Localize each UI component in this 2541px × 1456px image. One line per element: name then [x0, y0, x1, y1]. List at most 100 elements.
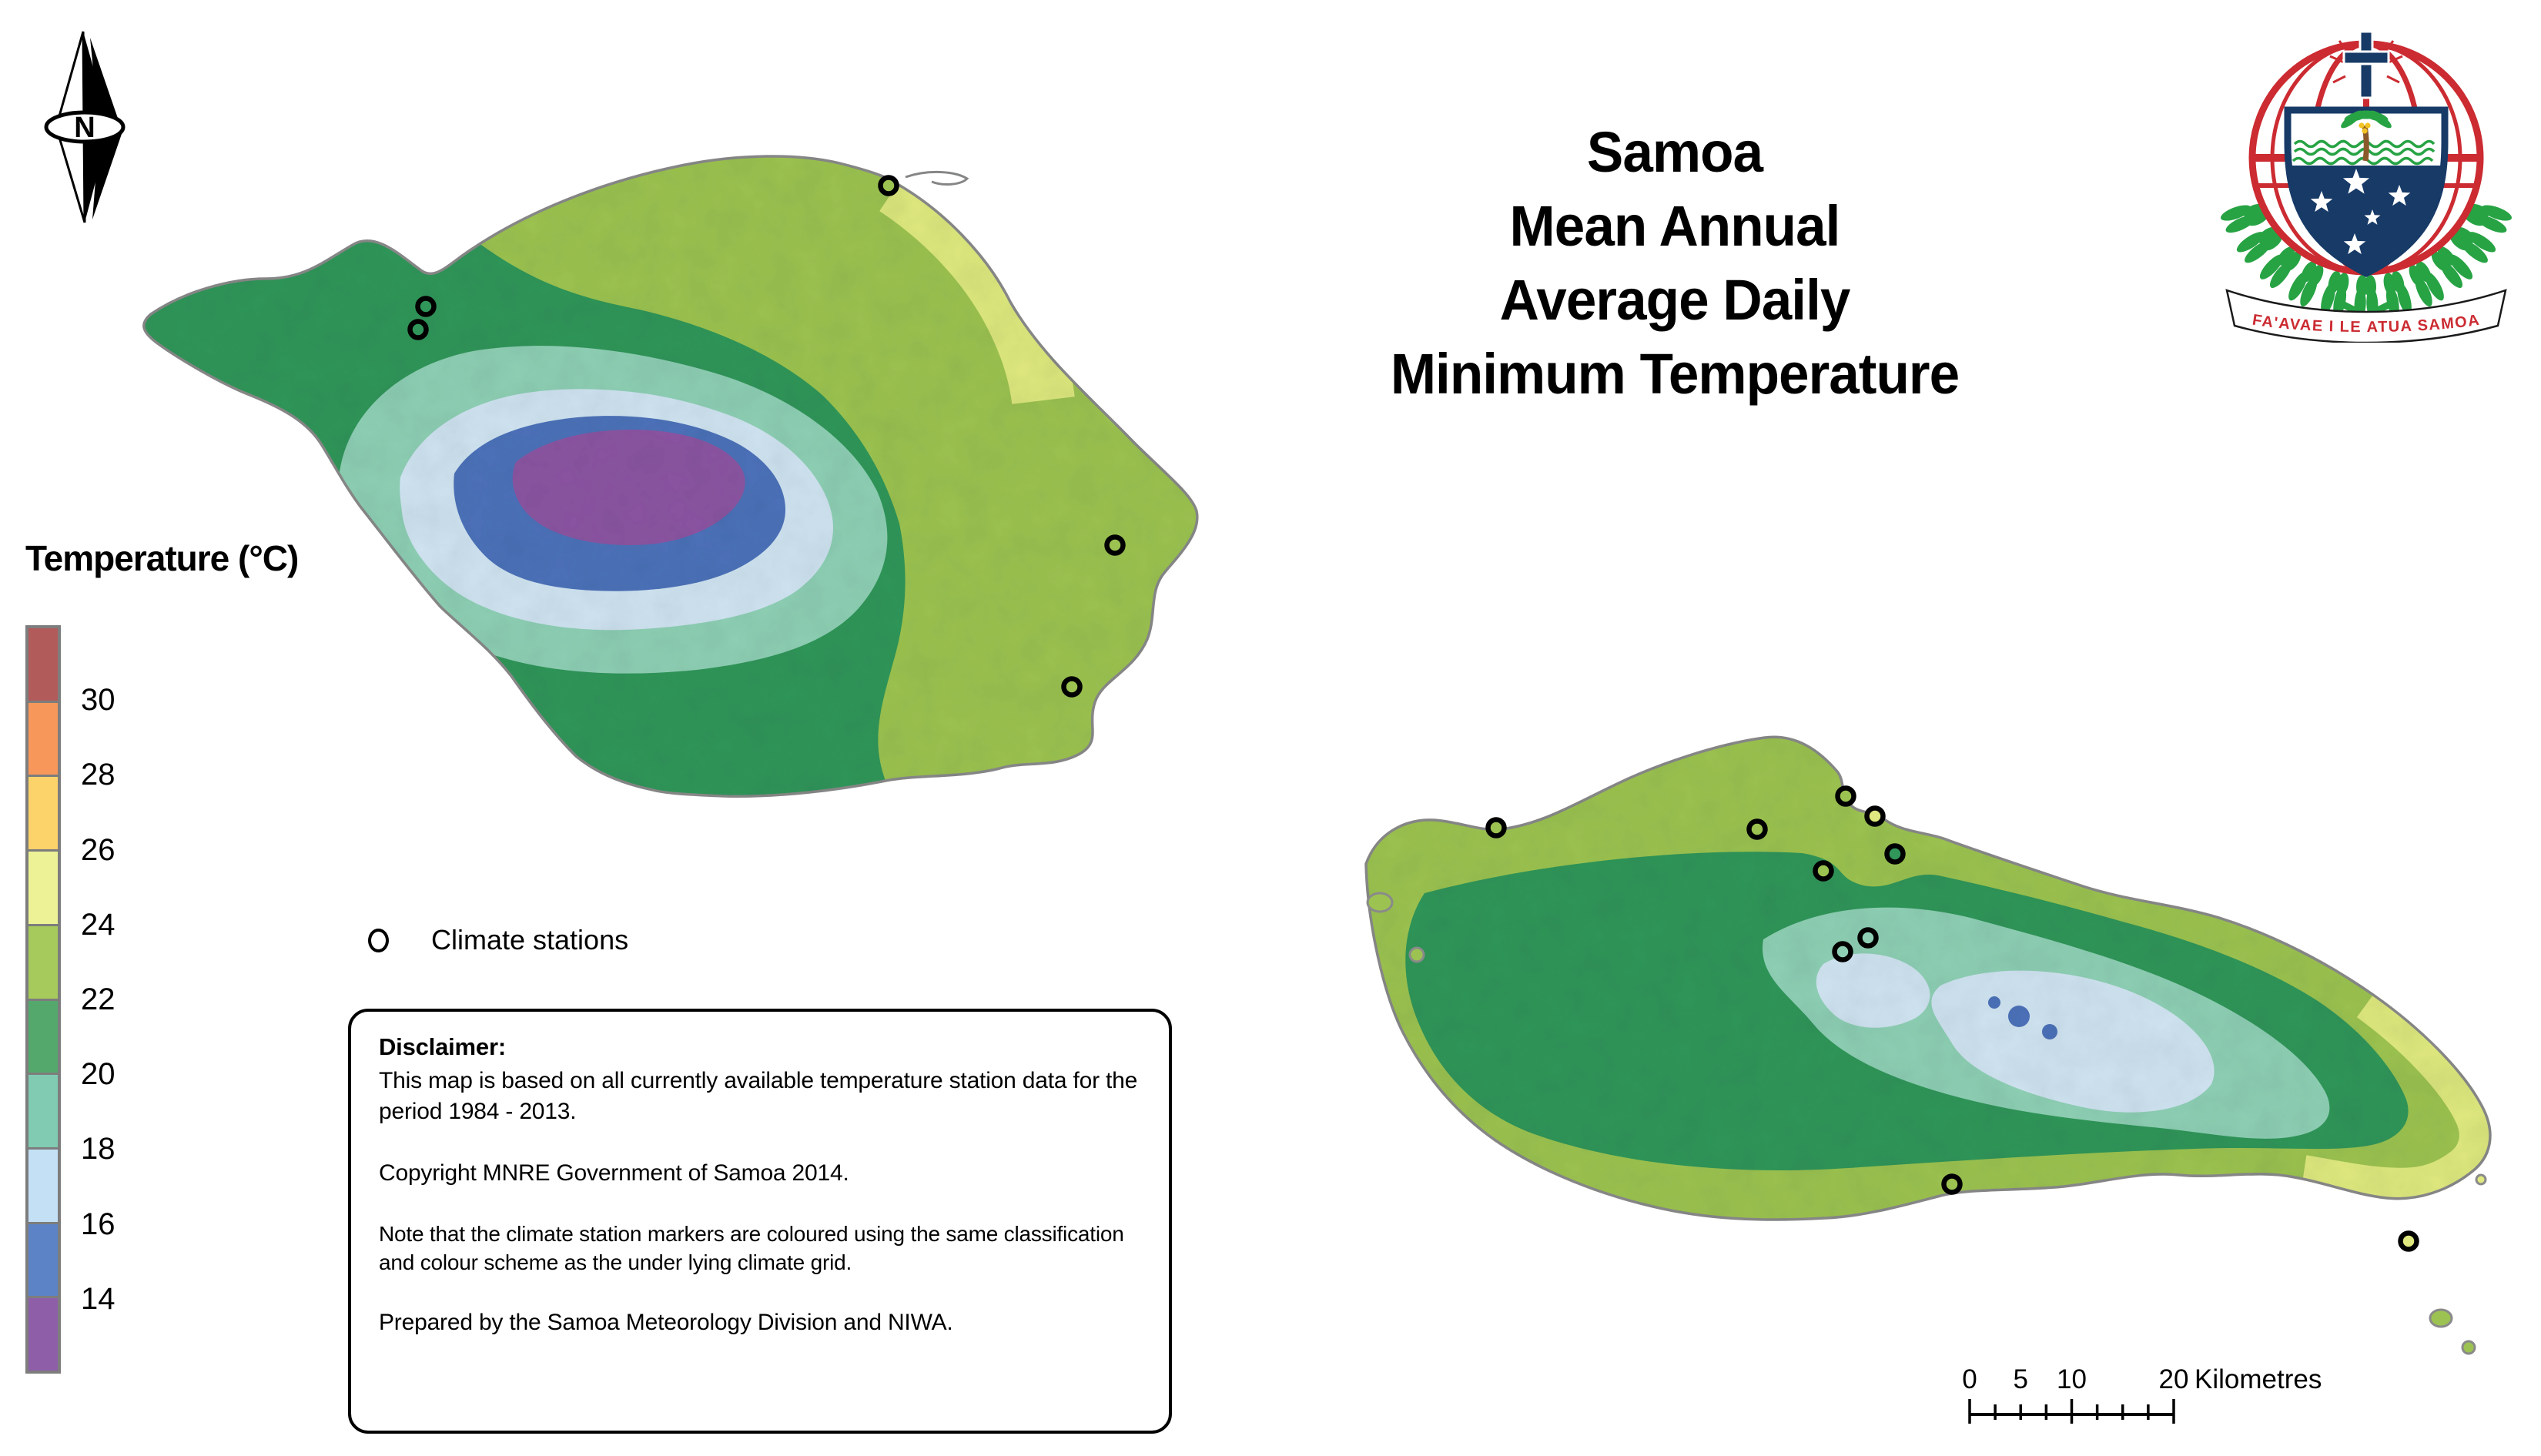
legend-boundary-label: 22: [81, 982, 116, 1016]
legend-class-above-30: [28, 628, 58, 703]
climate-station-marker: [407, 319, 429, 340]
legend-bar: [25, 625, 61, 1374]
star-icon: [2364, 209, 2381, 225]
upolu-island: [1364, 735, 2492, 1221]
climate-station-marker: [1884, 843, 1906, 865]
north-arrow-ellipse: [44, 110, 126, 144]
cross-icon: [2342, 30, 2390, 99]
wreath-leaf: [2301, 261, 2317, 283]
wreath-leaf: [2364, 274, 2376, 298]
legend-title: Temperature (°C): [25, 538, 299, 578]
legend-class-18-20: [28, 1075, 58, 1150]
islet: [1366, 892, 1394, 913]
stations-legend: Climate stations: [368, 924, 628, 956]
wreath-leaf: [2257, 226, 2278, 244]
climate-station-marker: [1941, 1173, 1963, 1195]
legend-boundary-label: 16: [81, 1207, 116, 1241]
disclaimer-paragraph: Prepared by the Samoa Meteorology Divisi…: [379, 1310, 953, 1335]
legend-class-24-26: [28, 852, 58, 926]
legend-boundary-label: 26: [81, 832, 116, 867]
wreath-leaf: [2468, 232, 2496, 253]
climate-station-marker: [415, 296, 437, 317]
shield: [2284, 106, 2449, 278]
north-arrow-letter: N: [74, 112, 95, 144]
title-line-4: Minimum Temperature: [1390, 342, 1960, 406]
wreath-leaf: [2236, 232, 2265, 253]
palm-tree: [2341, 110, 2392, 162]
southern-cross-stars: [2310, 169, 2411, 255]
climate-station-marker: [878, 175, 899, 196]
wreath-leaf: [2437, 246, 2456, 266]
islet: [1408, 946, 1425, 963]
star-icon: [2343, 233, 2366, 255]
climate-station-marker: [1746, 818, 1768, 840]
disclaimer-heading: Disclaimer:: [379, 1033, 506, 1060]
wreath-leaf: [2243, 203, 2265, 218]
scalebar-label: 0: [1962, 1364, 1977, 1394]
upolu-zone-16-18-east: [1931, 970, 2215, 1113]
wreath-leaf: [2220, 205, 2251, 221]
climate-station-marker: [1864, 805, 1886, 827]
savaii-reef-line: [905, 171, 969, 186]
samoa-coat-of-arms: FA'AVAE I LE ATUA SAMOA: [2220, 30, 2513, 343]
wreath-leaf: [2409, 264, 2424, 286]
title-line-2: Mean Annual: [1509, 194, 1841, 258]
upolu-zone-14-16-speck: [2042, 1024, 2057, 1039]
wreath-leaf: [2277, 246, 2295, 266]
laurel-wreath: [2220, 203, 2513, 320]
wreath-leaf: [2455, 226, 2476, 244]
climate-station-marker: [1857, 927, 1879, 949]
upolu-zone-14-16-speck: [2008, 1006, 2030, 1027]
station-marker-icon: [368, 928, 389, 952]
scalebar-label: 5: [2014, 1364, 2028, 1394]
disclaimer-paragraph: Copyright MNRE Government of Samoa 2014.: [379, 1160, 849, 1186]
islet: [2475, 1173, 2487, 1186]
map-title: Samoa Mean Annual Average Daily Minimum …: [1263, 115, 2087, 411]
islet: [2461, 1340, 2476, 1355]
wreath-leaf: [2450, 233, 2470, 251]
legend-boundary-label: 28: [81, 758, 116, 792]
wreath-leaf: [2356, 274, 2369, 298]
star-icon: [2388, 185, 2411, 206]
upolu-zone-16-18-west: [1816, 953, 1930, 1028]
climate-station-marker: [1485, 817, 1507, 838]
savaii-island: [142, 155, 1199, 798]
disclaimer-paragraph: This map is based on all currently avail…: [379, 1068, 1138, 1124]
scale-bar: 0 5 10 20 Kilometres: [1962, 1364, 2322, 1424]
islet: [2429, 1308, 2453, 1328]
wreath-leaf: [2284, 251, 2302, 272]
savaii-zone-below-14: [512, 430, 745, 545]
climate-station-marker: [1104, 534, 1126, 556]
legend-class-14-16: [28, 1223, 58, 1299]
climate-station-marker: [1813, 860, 1834, 882]
climate-station-marker: [1061, 676, 1083, 698]
wreath-leaf: [2383, 273, 2396, 296]
north-arrow: N: [44, 31, 126, 223]
wreath-leaf: [2431, 251, 2449, 272]
legend-class-22-24: [28, 925, 58, 1001]
climate-stations-layer: [407, 175, 2419, 1252]
wreath-leaf: [2262, 233, 2282, 251]
scalebar-label: 10: [2057, 1364, 2087, 1394]
legend-boundary-label: 30: [81, 683, 116, 718]
legend-boundary-label: 20: [81, 1057, 116, 1092]
scalebar-label: 20: [2159, 1364, 2189, 1394]
legend-boundary-label: 18: [81, 1132, 116, 1166]
motto-banner: FA'AVAE I LE ATUA SAMOA: [2225, 289, 2507, 343]
climate-station-marker: [2398, 1230, 2419, 1252]
temperature-legend: 30 28 26 24 22 20 18 16 14: [25, 625, 256, 1374]
upolu-zone-14-16-speck: [1988, 996, 2000, 1009]
wreath-leaf: [2464, 211, 2486, 226]
wreath-leaf: [2328, 270, 2342, 294]
legend-class-26-28: [28, 777, 58, 852]
legend-class-28-30: [28, 702, 58, 778]
wreath-leaf: [2415, 261, 2432, 283]
shield-navy-field: [2289, 166, 2443, 272]
scalebar-unit: Kilometres: [2194, 1364, 2322, 1394]
legend-boundary-label: 14: [81, 1281, 116, 1316]
title-line-3: Average Daily: [1499, 268, 1851, 332]
disclaimer-box: Disclaimer: This map is based on all cur…: [348, 1009, 1172, 1434]
upolu-zone-24-26-strip: [2298, 972, 2490, 1220]
